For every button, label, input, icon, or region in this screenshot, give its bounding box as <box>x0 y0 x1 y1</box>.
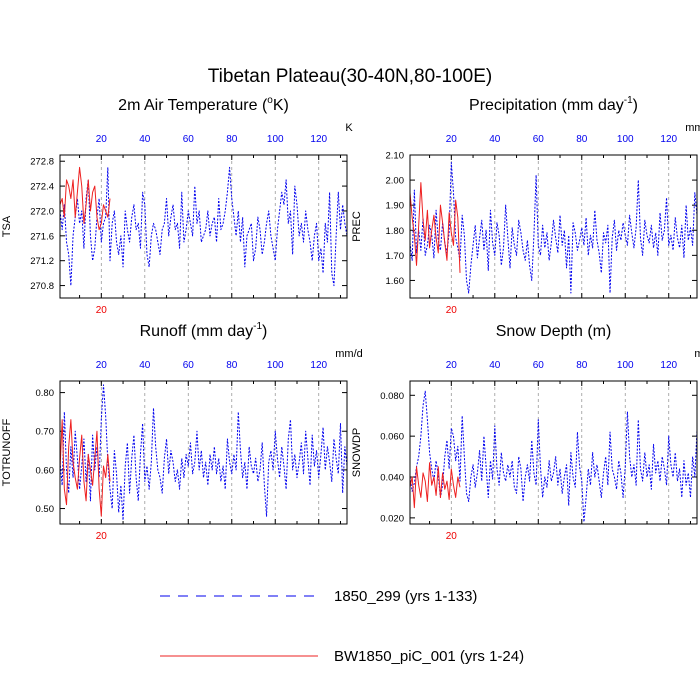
y-tick-label: 2.10 <box>386 151 405 162</box>
x-tick-label-top: 120 <box>660 134 677 145</box>
x-tick-label-top: 20 <box>446 360 458 371</box>
x-tick-label-top: 40 <box>489 134 501 145</box>
x-tick-label-top: 60 <box>183 360 195 371</box>
x-tick-label-top: 20 <box>446 134 458 145</box>
x-tick-label-top: 20 <box>96 360 108 371</box>
panel-snowdp: Snow Depth (m) m SNOWDP 0.020 0.040 0.060 0.08… <box>351 323 700 542</box>
legend-label: 1850_299 (yrs 1-133) <box>334 588 477 605</box>
plot-frame <box>59 154 348 299</box>
x-tick-label-bottom: 20 <box>96 531 108 542</box>
y-tick-label: 0.080 <box>380 391 404 402</box>
y-tick-label: 1.80 <box>386 226 405 237</box>
y-tick-label: 1.90 <box>386 201 405 212</box>
panel-title-sup: -1 <box>253 321 262 332</box>
figure-title: Tibetan Plateau(30-40N,80-100E) <box>208 66 492 87</box>
panel-title-tail: ) <box>633 97 638 114</box>
x-tick-label-top: 80 <box>576 360 588 371</box>
series-line-1850-299 <box>410 162 697 294</box>
x-tick-label-top: 40 <box>139 134 151 145</box>
series-line-bw1850-pic-001 <box>410 462 461 509</box>
units-label: mm/d <box>685 122 700 134</box>
y-tick-label: 272.8 <box>30 157 54 168</box>
series-line-1850-299 <box>410 390 697 523</box>
y-tick-label: 271.2 <box>30 256 54 267</box>
y-axis-label: TOTRUNOFF <box>1 418 13 486</box>
units-label: m <box>694 348 700 360</box>
x-tick-label-top: 60 <box>533 360 545 371</box>
x-tick-label-bottom: 20 <box>446 531 458 542</box>
y-tick-label: 0.020 <box>380 513 404 524</box>
x-tick-label-bottom: 20 <box>446 305 458 316</box>
y-tick-label: 0.70 <box>36 427 55 438</box>
x-tick-label-top: 20 <box>96 134 108 145</box>
y-tick-label: 2.00 <box>386 176 405 187</box>
x-tick-label-top: 100 <box>617 134 634 145</box>
x-tick-label-top: 80 <box>226 360 238 371</box>
y-tick-label: 0.80 <box>36 388 55 399</box>
panel-prec: Precipitation (mm day-1) mm/d PREC 1.60 1.70… <box>351 95 700 316</box>
units-label: K <box>345 122 353 134</box>
y-tick-label: 271.6 <box>30 231 54 242</box>
x-tick-label-top: 40 <box>139 360 151 371</box>
panel-title-sup: -1 <box>624 95 633 106</box>
panel-title: 2m Air Temperature (oK) <box>118 95 289 114</box>
x-tick-label-top: 60 <box>183 134 195 145</box>
plot-frame <box>409 380 698 525</box>
y-tick-label: 270.8 <box>30 281 54 292</box>
legend-label: BW1850_piC_001 (yrs 1-24) <box>334 648 524 665</box>
x-tick-label-top: 120 <box>660 360 677 371</box>
x-tick-label-top: 120 <box>310 134 327 145</box>
panel-tsa: 2m Air Temperature (oK) K TSA 270.8 271.2 271… <box>1 95 353 316</box>
series-line-bw1850-pic-001 <box>60 419 111 517</box>
x-tick-label-top: 80 <box>226 134 238 145</box>
x-tick-label-bottom: 20 <box>96 305 108 316</box>
plot-frame <box>59 380 348 525</box>
series-line-bw1850-pic-001 <box>410 182 461 273</box>
y-tick-label: 272.4 <box>30 182 54 193</box>
y-axis-label: TSA <box>1 215 13 237</box>
x-tick-label-top: 40 <box>489 360 501 371</box>
y-tick-label: 0.060 <box>380 432 404 443</box>
x-tick-label-top: 60 <box>533 134 545 145</box>
x-tick-label-top: 120 <box>310 360 327 371</box>
plot-frame <box>409 154 698 299</box>
x-tick-label-top: 80 <box>576 134 588 145</box>
y-tick-label: 0.60 <box>36 465 55 476</box>
y-tick-label: 1.70 <box>386 251 405 262</box>
panel-title-tail: K) <box>273 97 289 114</box>
panel-totrunoff: Runoff (mm day-1) mm/d TOTRUNOFF 0.50 0.60 0.… <box>1 321 363 542</box>
panel-title: Snow Depth (m) <box>496 323 612 340</box>
y-axis-label: PREC <box>351 211 363 242</box>
y-tick-label: 272.0 <box>30 206 54 217</box>
panel-title-tail: ) <box>262 323 267 340</box>
x-tick-label-top: 100 <box>617 360 634 371</box>
y-tick-label: 0.50 <box>36 504 55 515</box>
y-tick-label: 1.60 <box>386 276 405 287</box>
series-line-1850-299 <box>60 166 347 287</box>
series-line-bw1850-pic-001 <box>60 166 111 231</box>
panel-title-sup: o <box>267 95 273 106</box>
units-label: mm/d <box>335 348 363 360</box>
x-tick-label-top: 100 <box>267 360 284 371</box>
panel-title: Precipitation (mm day-1) <box>469 95 638 114</box>
y-tick-label: 0.040 <box>380 473 404 484</box>
panel-title: Runoff (mm day-1) <box>140 321 268 340</box>
x-tick-label-top: 100 <box>267 134 284 145</box>
y-axis-label: SNOWDP <box>351 428 363 478</box>
series-line-1850-299 <box>60 384 347 521</box>
panels: 2m Air Temperature (oK) K TSA 270.8 271.2 271… <box>1 95 700 542</box>
legend: 1850_299 (yrs 1-133) BW1850_piC_001 (yrs … <box>160 588 524 665</box>
